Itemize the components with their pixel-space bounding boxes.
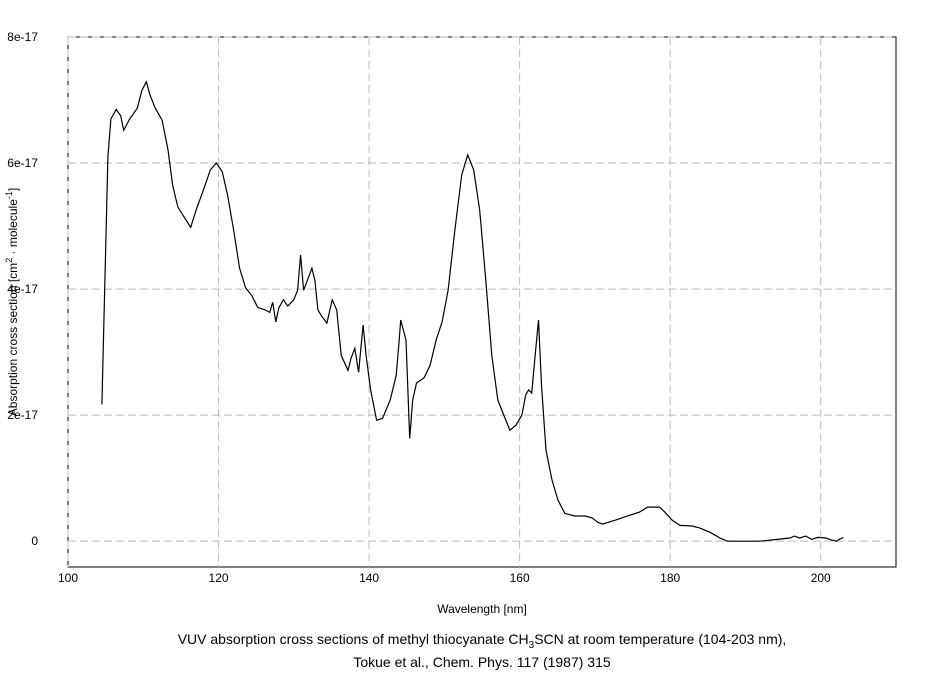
y-tick-label: 8e-17	[7, 30, 38, 44]
caption-line-1: VUV absorption cross sections of methyl …	[178, 631, 787, 651]
y-label-sup: 2	[4, 258, 14, 263]
y-label-part: · molecule	[6, 199, 20, 258]
data-line	[101, 80, 844, 542]
caption-part: SCN at room temperature (104-203 nm),	[534, 631, 786, 647]
y-tick-label: 6e-17	[7, 156, 38, 170]
y-label-part: Absorption cross section [cm	[6, 263, 20, 416]
y-tick-label: 4e-17	[7, 282, 38, 296]
y-label-sup: -1	[4, 191, 14, 199]
x-tick-label: 120	[209, 571, 229, 585]
y-tick-label: 0	[31, 534, 38, 548]
y-axis-label: Absorption cross section [cm2 · molecule…	[4, 188, 20, 416]
x-axis-label: Wavelength [nm]	[437, 602, 527, 616]
y-tick-label: 2e-17	[7, 408, 38, 422]
x-tick-label: 180	[660, 571, 680, 585]
caption-sub: 3	[529, 640, 535, 651]
x-tick-label: 100	[58, 571, 78, 585]
x-tick-label: 160	[510, 571, 530, 585]
x-tick-label: 200	[811, 571, 831, 585]
x-tick-label: 140	[359, 571, 379, 585]
caption-line-2: Tokue et al., Chem. Phys. 117 (1987) 315	[353, 654, 611, 670]
caption-part: VUV absorption cross sections of methyl …	[178, 631, 529, 647]
y-label-part: ]	[6, 188, 20, 191]
